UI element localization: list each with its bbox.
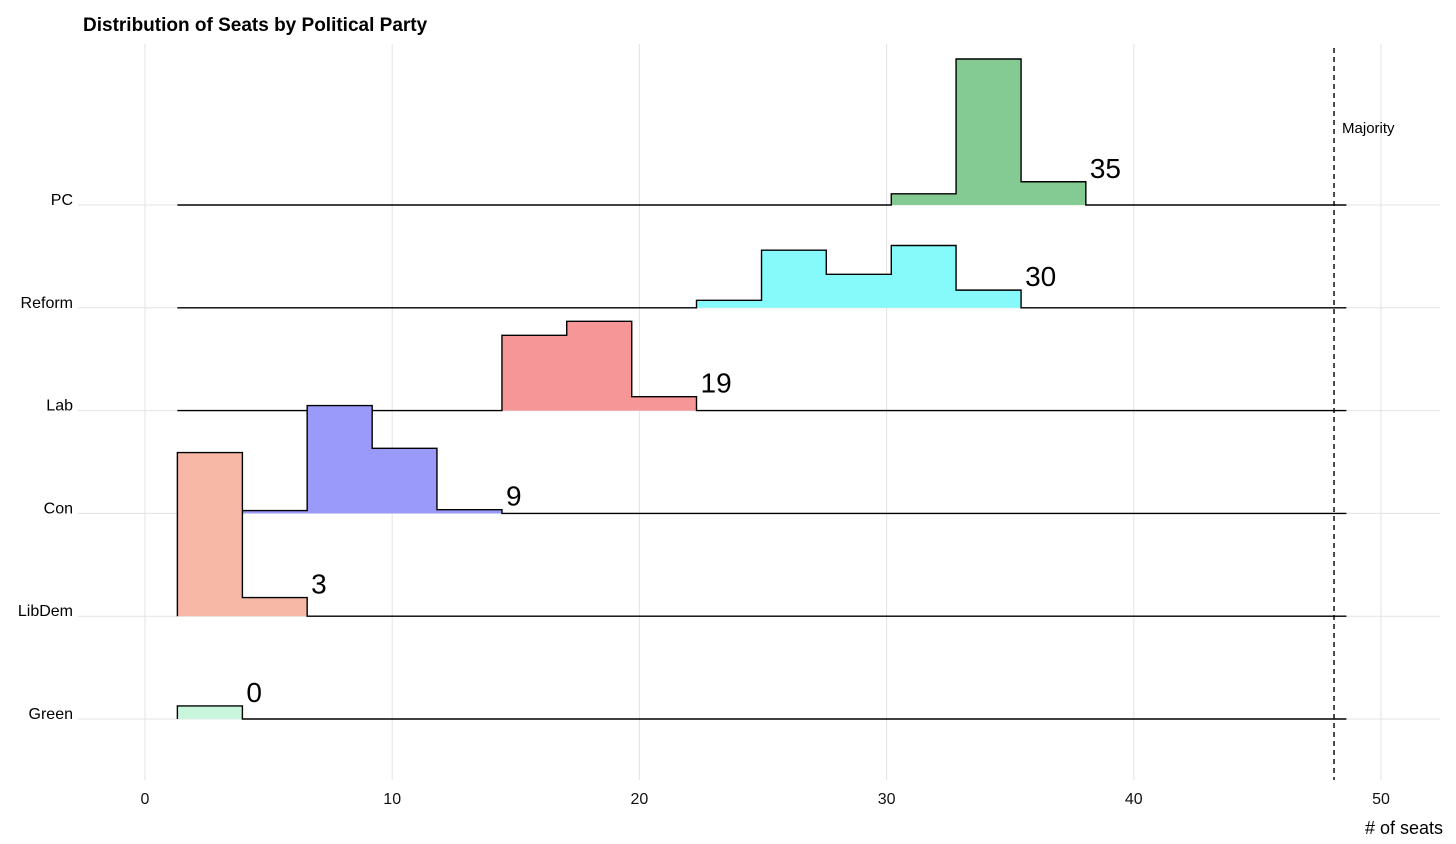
ridge-con (177, 404, 1347, 515)
y-tick-label-con: Con (44, 500, 73, 517)
x-axis-label: # of seats (1365, 818, 1443, 838)
y-tick-label-lab: Lab (46, 398, 73, 415)
ridge-fill-green (177, 705, 243, 719)
x-tick-label: 40 (1125, 791, 1143, 808)
ridge-outline-reform (177, 244, 1347, 309)
label-layer: 0 10 20 30 40 50GreenLibDemConLabReformPC3530… (18, 48, 1395, 808)
data-label-libdem: 3 (311, 569, 327, 600)
data-label-con: 9 (506, 481, 522, 512)
ridge-lab (177, 320, 1347, 412)
ridge-green (176, 705, 1347, 720)
ridge-pc (177, 58, 1347, 206)
ridge-fill-pc (891, 58, 1086, 205)
chart-title: Distribution of Seats by Political Party (83, 15, 428, 36)
data-label-pc: 35 (1090, 153, 1121, 184)
grid-layer (78, 44, 1440, 780)
y-tick-label-reform: Reform (21, 295, 73, 312)
ridge-fill-reform (696, 245, 1022, 308)
data-label-green: 0 (246, 677, 262, 708)
x-tick-label: 10 (383, 791, 401, 808)
data-label-reform: 30 (1025, 261, 1056, 292)
x-tick-label: 50 (1372, 791, 1390, 808)
x-tick-label: 0 (141, 791, 150, 808)
majority-label: Majority (1342, 120, 1395, 137)
x-tick-label: 30 (878, 791, 896, 808)
ridge-reform (177, 244, 1347, 309)
ridge-outline-libdem (176, 451, 1347, 617)
ridge-libdem (176, 451, 1347, 617)
y-tick-label-green: Green (29, 706, 73, 723)
y-tick-label-libdem: LibDem (18, 603, 73, 620)
data-label-lab: 19 (701, 368, 732, 399)
ridge-fill-lab (501, 321, 697, 411)
x-tick-label: 20 (631, 791, 649, 808)
ridge-layer (176, 58, 1347, 720)
ridge-outline-pc (177, 58, 1347, 206)
y-tick-label-pc: PC (51, 192, 73, 209)
ridge-outline-green (176, 705, 1347, 720)
ridge-outline-lab (177, 320, 1347, 412)
